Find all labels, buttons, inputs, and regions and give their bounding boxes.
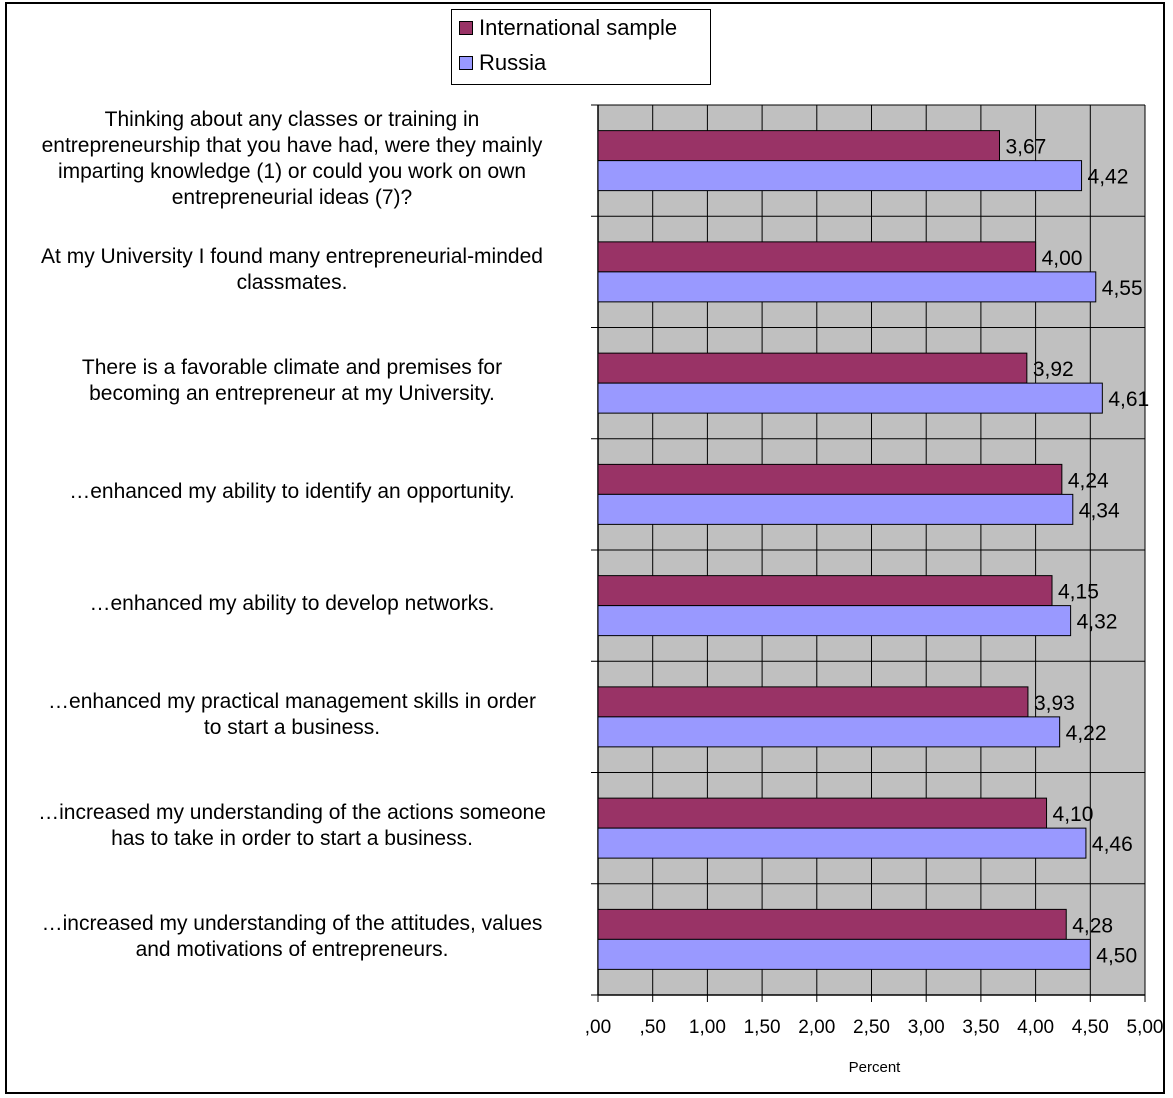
category-label-line: …increased my understanding of the attit… bbox=[41, 912, 543, 936]
category-label: …increased my understanding of the attit… bbox=[2, 911, 582, 963]
value-label-international-sample: 3,93 bbox=[1034, 692, 1075, 715]
category-label-line: …enhanced my ability to develop networks… bbox=[89, 591, 495, 615]
value-label-international-sample: 4,00 bbox=[1042, 247, 1083, 270]
bar-international-sample bbox=[597, 463, 1063, 495]
value-label-international-sample: 4,24 bbox=[1068, 469, 1109, 492]
category-label-line: Thinking about any classes or training i… bbox=[104, 107, 480, 131]
x-tick-label: 4,00 bbox=[1017, 1017, 1054, 1038]
x-tick-label: 2,50 bbox=[853, 1017, 890, 1038]
x-tick-label: 4,50 bbox=[1072, 1017, 1109, 1038]
bar-international-sample bbox=[597, 130, 1000, 162]
bar-international-sample bbox=[597, 575, 1053, 607]
value-label-international-sample: 4,10 bbox=[1053, 803, 1094, 826]
x-tick-label: 5,00 bbox=[1127, 1017, 1164, 1038]
bar-international-sample bbox=[597, 352, 1028, 384]
legend-label-international: International sample bbox=[479, 15, 678, 40]
category-label-line: entrepreneurship that you have had, were… bbox=[41, 133, 543, 157]
category-label-line: entrepreneurial ideas (7)? bbox=[171, 185, 413, 209]
category-label-line: At my University I found many entreprene… bbox=[41, 244, 543, 268]
category-label-line: …increased my understanding of the actio… bbox=[38, 801, 546, 825]
value-label-russia: 4,34 bbox=[1079, 499, 1120, 522]
category-label: At my University I found many entreprene… bbox=[2, 244, 582, 296]
legend-swatch-russia bbox=[459, 56, 473, 70]
category-label-line: …enhanced my practical management skills… bbox=[48, 689, 536, 713]
bar-russia bbox=[597, 271, 1097, 303]
value-label-russia: 4,32 bbox=[1077, 611, 1118, 634]
category-label: …enhanced my ability to identify an oppo… bbox=[2, 479, 582, 505]
value-label-russia: 4,55 bbox=[1102, 277, 1143, 300]
category-label-line: …enhanced my ability to identify an oppo… bbox=[69, 480, 515, 504]
legend-item-international: International sample bbox=[459, 13, 677, 43]
value-label-international-sample: 3,92 bbox=[1033, 358, 1074, 381]
value-label-international-sample: 4,15 bbox=[1058, 581, 1099, 604]
category-label-line: has to take in order to start a business… bbox=[111, 827, 473, 851]
bar-international-sample bbox=[597, 908, 1067, 940]
bar-international-sample bbox=[597, 686, 1029, 718]
legend: International sample Russia bbox=[451, 9, 711, 85]
value-label-russia: 4,61 bbox=[1108, 388, 1149, 411]
bar-russia bbox=[597, 938, 1091, 970]
legend-label-russia: Russia bbox=[479, 50, 547, 75]
bar-russia bbox=[597, 827, 1087, 859]
x-tick-label: 1,00 bbox=[689, 1017, 726, 1038]
value-label-russia: 4,42 bbox=[1088, 166, 1129, 189]
x-tick-label: ,00 bbox=[585, 1017, 611, 1038]
category-label-line: and motivations of entrepreneurs. bbox=[135, 938, 449, 962]
x-axis-title: Percent bbox=[849, 1059, 902, 1076]
x-tick-label: 3,00 bbox=[908, 1017, 945, 1038]
category-label-line: becoming an entrepreneur at my Universit… bbox=[89, 382, 495, 406]
category-label-line: to start a business. bbox=[203, 715, 381, 739]
value-label-russia: 4,50 bbox=[1096, 944, 1137, 967]
value-label-international-sample: 3,67 bbox=[1005, 136, 1046, 159]
legend-swatch-international bbox=[459, 21, 473, 35]
bar-international-sample bbox=[597, 797, 1048, 829]
bar-international-sample bbox=[597, 241, 1037, 273]
category-label: Thinking about any classes or training i… bbox=[2, 107, 582, 211]
x-tick-label: 3,50 bbox=[962, 1017, 999, 1038]
category-label: …enhanced my practical management skills… bbox=[2, 689, 582, 741]
x-tick-label: 2,00 bbox=[798, 1017, 835, 1038]
category-label-line: classmates. bbox=[236, 270, 348, 294]
bar-russia bbox=[597, 493, 1074, 525]
bar-russia bbox=[597, 160, 1083, 192]
value-label-international-sample: 4,28 bbox=[1072, 914, 1113, 937]
category-label-line: imparting knowledge (1) or could you wor… bbox=[57, 159, 527, 183]
category-label: …increased my understanding of the actio… bbox=[2, 800, 582, 852]
value-label-russia: 4,22 bbox=[1066, 722, 1107, 745]
x-tick-label: ,50 bbox=[639, 1017, 665, 1038]
legend-item-russia: Russia bbox=[459, 48, 546, 78]
category-label: There is a favorable climate and premise… bbox=[2, 355, 582, 407]
value-label-russia: 4,46 bbox=[1092, 833, 1133, 856]
category-label: …enhanced my ability to develop networks… bbox=[2, 591, 582, 617]
category-label-line: There is a favorable climate and premise… bbox=[81, 356, 503, 380]
bar-russia bbox=[597, 382, 1103, 414]
bar-russia bbox=[597, 605, 1072, 637]
x-tick-label: 1,50 bbox=[744, 1017, 781, 1038]
bar-russia bbox=[597, 716, 1061, 748]
